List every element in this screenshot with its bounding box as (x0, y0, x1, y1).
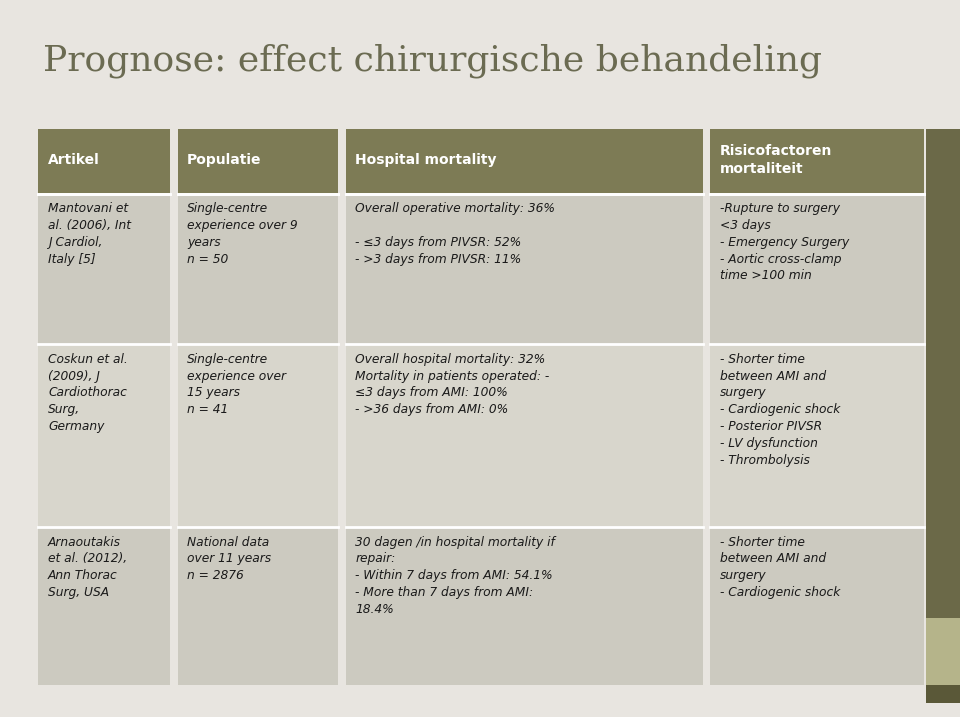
Text: Risicofactoren
mortaliteit: Risicofactoren mortaliteit (720, 144, 832, 176)
Bar (926, 618, 960, 685)
Text: National data
over 11 years
n = 2876: National data over 11 years n = 2876 (187, 536, 272, 582)
Bar (38, 527, 170, 685)
Bar (178, 344, 338, 527)
Bar (38, 129, 170, 194)
Bar (178, 129, 338, 194)
Bar (710, 194, 924, 344)
Bar (346, 344, 703, 527)
Bar (926, 685, 960, 703)
Text: Populatie: Populatie (187, 153, 262, 167)
Bar (346, 194, 703, 344)
Text: - Shorter time
between AMI and
surgery
- Cardiogenic shock: - Shorter time between AMI and surgery -… (720, 536, 840, 599)
Bar (178, 194, 338, 344)
Text: Single-centre
experience over
15 years
n = 41: Single-centre experience over 15 years n… (187, 353, 286, 416)
Text: Prognose: effect chirurgische behandeling: Prognose: effect chirurgische behandelin… (43, 43, 822, 77)
Text: -Rupture to surgery
<3 days
- Emergency Surgery
- Aortic cross-clamp
time >100 m: -Rupture to surgery <3 days - Emergency … (720, 202, 850, 282)
Bar (710, 129, 924, 194)
Bar (38, 194, 170, 344)
Bar (178, 527, 338, 685)
Text: Mantovani et
al. (2006), Int
J Cardiol,
Italy [5]: Mantovani et al. (2006), Int J Cardiol, … (48, 202, 131, 265)
Bar (926, 129, 960, 618)
Bar (346, 527, 703, 685)
Text: Overall operative mortality: 36%

- ≤3 days from PIVSR: 52%
- >3 days from PIVSR: Overall operative mortality: 36% - ≤3 da… (355, 202, 555, 265)
Text: 30 dagen /in hospital mortality if
repair:
- Within 7 days from AMI: 54.1%
- Mor: 30 dagen /in hospital mortality if repai… (355, 536, 555, 616)
Bar (710, 344, 924, 527)
Text: Single-centre
experience over 9
years
n = 50: Single-centre experience over 9 years n … (187, 202, 298, 265)
Text: Artikel: Artikel (48, 153, 100, 167)
Text: - Shorter time
between AMI and
surgery
- Cardiogenic shock
- Posterior PIVSR
- L: - Shorter time between AMI and surgery -… (720, 353, 840, 467)
Text: Hospital mortality: Hospital mortality (355, 153, 496, 167)
Bar (346, 129, 703, 194)
Bar (710, 527, 924, 685)
Bar (38, 344, 170, 527)
Text: Overall hospital mortality: 32%
Mortality in patients operated: -
≤3 days from A: Overall hospital mortality: 32% Mortalit… (355, 353, 549, 416)
Text: Arnaoutakis
et al. (2012),
Ann Thorac
Surg, USA: Arnaoutakis et al. (2012), Ann Thorac Su… (48, 536, 127, 599)
Text: Coskun et al.
(2009), J
Cardiothorac
Surg,
Germany: Coskun et al. (2009), J Cardiothorac Sur… (48, 353, 128, 433)
